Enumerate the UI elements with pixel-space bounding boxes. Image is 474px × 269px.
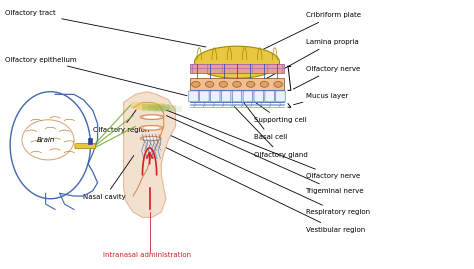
Ellipse shape — [233, 82, 241, 87]
Text: Nasal cavity: Nasal cavity — [83, 155, 134, 200]
Ellipse shape — [260, 82, 269, 87]
Text: Olfactory nerve: Olfactory nerve — [293, 66, 360, 89]
FancyBboxPatch shape — [276, 91, 285, 102]
Text: Vestibular region: Vestibular region — [166, 148, 365, 232]
Ellipse shape — [143, 137, 158, 140]
Ellipse shape — [191, 82, 200, 87]
Text: Cribriform plate: Cribriform plate — [249, 12, 361, 56]
Ellipse shape — [194, 46, 280, 78]
Ellipse shape — [274, 82, 283, 87]
Ellipse shape — [140, 136, 161, 141]
Ellipse shape — [144, 116, 160, 119]
FancyBboxPatch shape — [265, 91, 274, 102]
Bar — [190, 78, 284, 90]
Ellipse shape — [246, 82, 255, 87]
FancyBboxPatch shape — [200, 91, 209, 102]
Ellipse shape — [140, 125, 163, 130]
Text: Olfactory nerve: Olfactory nerve — [166, 110, 360, 179]
Text: Olfactory gland: Olfactory gland — [234, 107, 307, 158]
Text: Brain: Brain — [36, 137, 55, 143]
Bar — [190, 63, 284, 73]
FancyBboxPatch shape — [189, 91, 198, 102]
Text: Supporting cell: Supporting cell — [244, 94, 306, 123]
Polygon shape — [124, 92, 175, 217]
FancyBboxPatch shape — [75, 144, 96, 149]
Text: Olfactory epithelium: Olfactory epithelium — [5, 56, 187, 96]
Ellipse shape — [140, 115, 164, 119]
Text: Respiratory region: Respiratory region — [171, 136, 370, 215]
Text: Olfactory region: Olfactory region — [93, 110, 149, 133]
Text: Intranasal administration: Intranasal administration — [103, 252, 191, 258]
Text: Mucus layer: Mucus layer — [293, 93, 348, 105]
Bar — [190, 90, 284, 102]
Ellipse shape — [205, 82, 214, 87]
Text: Lamina propria: Lamina propria — [258, 39, 358, 83]
Bar — [148, 105, 176, 111]
Text: Olfactory tract: Olfactory tract — [5, 10, 206, 47]
Bar — [131, 102, 159, 109]
Ellipse shape — [219, 82, 228, 87]
FancyBboxPatch shape — [210, 91, 220, 102]
FancyBboxPatch shape — [254, 91, 264, 102]
Bar — [88, 138, 92, 144]
FancyBboxPatch shape — [243, 91, 253, 102]
Bar — [142, 104, 170, 111]
Bar — [137, 103, 164, 110]
Ellipse shape — [144, 126, 159, 129]
FancyBboxPatch shape — [232, 91, 242, 102]
Text: Trigeminal nerve: Trigeminal nerve — [166, 116, 364, 194]
Text: Basal cell: Basal cell — [244, 102, 287, 140]
FancyBboxPatch shape — [221, 91, 231, 102]
Bar — [154, 106, 182, 112]
